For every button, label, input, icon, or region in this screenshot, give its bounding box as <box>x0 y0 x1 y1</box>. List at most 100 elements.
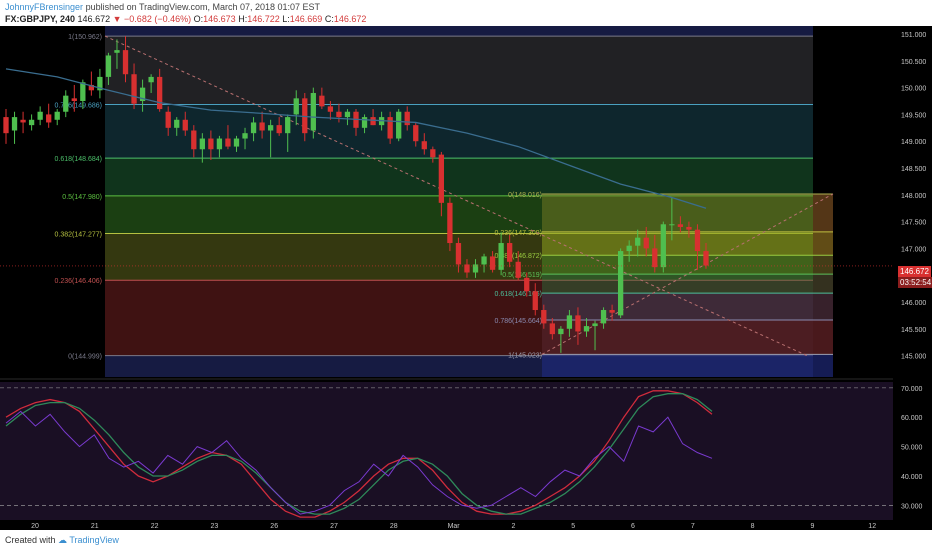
candle-body <box>28 119 35 126</box>
fib2-bottom-band <box>542 354 833 377</box>
oscillator-axis-tick: 30.000 <box>901 503 923 510</box>
candle-body <box>652 248 658 268</box>
candle-body <box>489 256 496 270</box>
candle-body <box>114 50 120 53</box>
fib2-zone <box>542 231 833 256</box>
symbol-label[interactable]: FX:GBPJPY, 240 <box>5 14 76 24</box>
candle-body <box>233 138 240 147</box>
oscillator-axis-tick: 40.000 <box>901 474 923 481</box>
time-axis-tick: 20 <box>31 523 39 530</box>
candle-body <box>549 323 555 335</box>
time-axis-tick: Mar <box>448 523 461 530</box>
candle-body <box>344 111 351 118</box>
time-axis-tick: 23 <box>211 523 219 530</box>
candle-body <box>242 133 248 139</box>
candle-body <box>583 326 590 332</box>
fib2-zone <box>542 274 833 294</box>
open-label: O: <box>193 14 204 24</box>
price-axis-tick: 150.500 <box>901 59 926 66</box>
candle-body <box>80 82 86 102</box>
fib2-level-label: 0.5(146.519) <box>502 272 542 279</box>
candle-body <box>361 117 368 128</box>
candle-body <box>327 106 334 112</box>
candle-body <box>46 114 52 123</box>
candle-body <box>285 117 291 134</box>
candle-body <box>63 95 69 112</box>
candle-body <box>455 243 462 265</box>
fib1-zone <box>105 158 813 196</box>
candle-body <box>413 125 419 142</box>
candle-body <box>421 141 427 150</box>
fib1-level-label: 0(144.999) <box>68 354 102 361</box>
candle-body <box>20 119 26 123</box>
published-text: published on TradingView.com, March 07, … <box>85 2 321 12</box>
candle-body <box>199 138 205 150</box>
time-axis-tick: 7 <box>691 523 695 530</box>
fib2-level-label: 1(145.023) <box>508 352 542 359</box>
time-axis-tick: 2 <box>511 523 515 530</box>
candle-body <box>677 224 684 227</box>
candle-body <box>131 74 137 104</box>
candle-body <box>507 243 513 262</box>
candle-body <box>472 264 479 273</box>
candle-body <box>669 224 675 226</box>
candle-body <box>216 138 223 150</box>
candle-body <box>464 264 470 273</box>
time-axis-tick: 8 <box>751 523 755 530</box>
candle-body <box>609 310 615 313</box>
candle-body <box>566 315 573 329</box>
candle-body <box>600 310 607 324</box>
candle-body <box>694 229 701 252</box>
tradingview-link[interactable]: TradingView <box>69 535 119 545</box>
last-price: 146.672 <box>77 14 111 24</box>
candle-body <box>54 111 60 120</box>
candle-body <box>660 224 666 268</box>
time-axis-tick: 5 <box>571 523 575 530</box>
candle-body <box>250 122 257 134</box>
fib2-zone <box>542 193 833 232</box>
candle-body <box>105 55 112 77</box>
candle-body <box>157 76 163 110</box>
price-change: −0.682 (−0.46%) <box>124 14 192 24</box>
candle-body <box>686 226 692 230</box>
time-axis-tick: 26 <box>270 523 278 530</box>
oscillator-axis-tick: 70.000 <box>901 386 923 393</box>
candle-body <box>558 328 564 335</box>
candle-body <box>122 50 129 75</box>
candle-body <box>310 92 316 131</box>
candle-body <box>524 277 530 292</box>
candle-body <box>208 138 214 150</box>
candle-body <box>182 119 188 131</box>
time-axis-tick: 21 <box>91 523 99 530</box>
footer: Created with ☁ TradingView <box>0 530 932 550</box>
oscillator-rsi-line <box>5 410 713 515</box>
price-axis-tick: 148.500 <box>901 166 926 173</box>
fib1-top-band <box>105 26 813 37</box>
candle-body <box>617 251 624 316</box>
candle-body <box>71 98 77 102</box>
candle-body <box>404 111 410 126</box>
chart-header: JohnnyFBrensinger published on TradingVi… <box>0 0 932 26</box>
price-axis-tick: 149.000 <box>901 139 926 146</box>
high-value: 146.722 <box>247 14 280 24</box>
author-link[interactable]: JohnnyFBrensinger <box>5 2 84 12</box>
candle-body <box>97 76 103 91</box>
candle-body <box>498 243 504 270</box>
fib1-level-label: 0.236(146.406) <box>55 278 102 285</box>
publisher-line: JohnnyFBrensinger published on TradingVi… <box>5 2 320 12</box>
candle-body <box>481 256 487 265</box>
close-label: C: <box>324 14 334 24</box>
fib2-zone <box>542 255 833 275</box>
chart-canvas[interactable]: 1(150.962) 0.786(149.686) 0.618(148.684) 0.… <box>0 26 932 530</box>
candle-body <box>267 125 274 131</box>
time-axis-tick: 9 <box>810 523 814 530</box>
close-value: 146.672 <box>333 14 367 24</box>
fib1-level-label: 0.618(148.684) <box>55 156 102 163</box>
candle-body <box>276 125 282 134</box>
ohlc-line: FX:GBPJPY, 240 146.672 ▼ −0.682 (−0.46%)… <box>5 14 366 24</box>
fib1-zone <box>105 36 813 105</box>
candle-body <box>430 149 436 158</box>
price-axis-tick: 149.500 <box>901 112 926 119</box>
oscillator-d-line <box>5 393 713 515</box>
last-price-tag: 146.672 <box>898 266 931 277</box>
